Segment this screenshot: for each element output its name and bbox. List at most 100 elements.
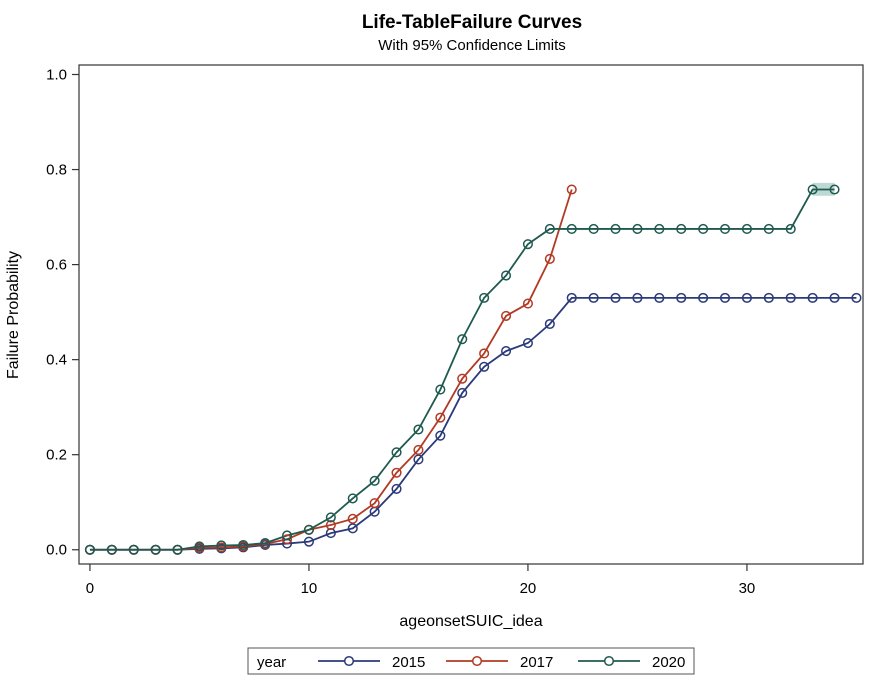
point-2015-27 (676, 292, 687, 303)
y-tick-label: 1.0 (46, 67, 67, 84)
point-2020-4 (172, 544, 183, 555)
point-2017-14 (391, 467, 402, 478)
point-2017-21 (544, 253, 555, 264)
point-2015-26 (654, 292, 665, 303)
point-2015-16 (435, 430, 446, 441)
legend-label-2020: 2020 (652, 654, 685, 671)
point-2015-33 (807, 292, 818, 303)
point-2020-28 (698, 223, 709, 235)
point-2020-31 (763, 223, 774, 235)
x-tick-label: 30 (739, 580, 756, 597)
point-2015-15 (413, 454, 424, 465)
point-2020-7 (238, 539, 249, 551)
point-2020-17 (457, 334, 468, 345)
point-2020-8 (260, 538, 271, 549)
point-2020-32 (785, 223, 796, 235)
legend: year 2015 2017 2020 (247, 647, 695, 675)
point-2020-22 (566, 223, 577, 235)
point-2015-30 (741, 292, 752, 303)
legend-marker-2020 (603, 655, 615, 667)
point-2020-10 (303, 524, 314, 535)
point-2015-31 (763, 292, 774, 303)
legend-marker-2017 (471, 655, 483, 667)
point-2020-23 (588, 223, 599, 235)
point-2020-14 (391, 447, 402, 458)
point-2017-15 (413, 444, 424, 455)
point-2020-11 (325, 512, 336, 523)
point-2020-33 (807, 184, 818, 195)
point-2017-9 (281, 534, 293, 545)
point-2015-18 (479, 361, 490, 372)
point-2020-26 (654, 223, 665, 235)
legend-items: 2015 2017 2020 (318, 654, 685, 671)
series-line-2020 (89, 188, 835, 551)
point-2017-22 (566, 184, 577, 195)
point-2017-16 (435, 412, 446, 423)
point-2015-25 (632, 292, 643, 303)
point-2015-10 (303, 536, 314, 547)
y-tick-label: 0.2 (46, 447, 67, 464)
point-2020-34 (829, 184, 840, 195)
point-2020-16 (435, 384, 446, 395)
point-2020-0 (84, 544, 95, 555)
point-2020-25 (632, 223, 643, 235)
series-markers (84, 184, 862, 555)
point-2020-9 (281, 530, 293, 541)
point-2017-20 (522, 298, 533, 309)
point-2015-19 (500, 346, 512, 357)
point-2015-29 (719, 292, 731, 303)
point-2015-34 (829, 292, 840, 303)
point-2015-23 (588, 292, 599, 303)
series-line-2017 (89, 189, 573, 551)
x-tick-label: 10 (301, 580, 318, 597)
point-2015-14 (391, 483, 402, 494)
point-2017-19 (500, 310, 512, 321)
legend-label-2017: 2017 (520, 654, 553, 671)
point-2020-27 (676, 223, 687, 235)
point-2020-21 (544, 223, 555, 235)
point-2017-13 (369, 498, 380, 509)
legend-title: year (257, 654, 286, 671)
point-2015-32 (785, 292, 796, 303)
point-2017-11 (325, 519, 336, 531)
y-tick-label: 0.4 (46, 352, 67, 369)
y-axis-label: Failure Probability (5, 251, 22, 379)
series-lines (89, 188, 857, 551)
point-2020-20 (522, 239, 533, 250)
series-line-2015 (89, 296, 857, 551)
point-2015-20 (522, 337, 533, 349)
point-2020-1 (106, 544, 117, 555)
y-tick-label: 0.6 (46, 257, 67, 274)
point-2015-21 (544, 318, 555, 330)
point-2020-18 (479, 292, 490, 303)
point-2015-28 (698, 292, 709, 303)
axes: 0 10 20 30 0.0 0.2 0.4 0.6 0.8 1.0 (46, 67, 755, 597)
point-2020-3 (150, 544, 161, 555)
point-2015-24 (610, 292, 621, 303)
y-tick-label: 0.0 (46, 542, 67, 559)
point-2017-17 (457, 373, 468, 384)
plot-area-frame (78, 64, 864, 565)
chart-subtitle: With 95% Confidence Limits (378, 37, 566, 54)
point-2017-12 (347, 513, 358, 524)
point-2015-17 (457, 387, 468, 398)
point-2020-2 (128, 544, 139, 555)
point-2020-6 (216, 540, 227, 551)
point-2020-15 (413, 424, 424, 435)
point-2020-13 (369, 475, 380, 486)
x-tick-label: 20 (520, 580, 537, 597)
point-2015-12 (347, 523, 358, 534)
point-2020-19 (500, 270, 512, 281)
point-2020-24 (610, 223, 621, 235)
x-tick-label: 0 (86, 580, 94, 597)
point-2017-18 (479, 348, 490, 359)
point-2020-29 (719, 223, 731, 235)
chart-title: Life-TableFailure Curves (362, 12, 582, 33)
point-2020-5 (194, 541, 205, 552)
point-2015-22 (566, 292, 577, 303)
point-2015-35 (851, 292, 862, 303)
legend-marker-2015 (343, 655, 355, 667)
point-2020-12 (347, 493, 358, 504)
point-2020-30 (741, 223, 752, 235)
